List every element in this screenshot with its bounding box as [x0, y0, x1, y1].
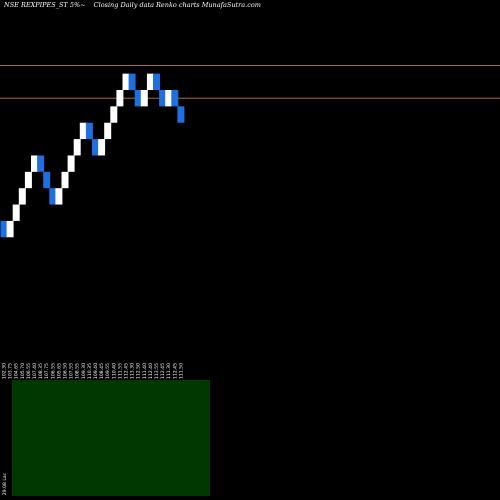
renko-brick [49, 188, 57, 205]
x-tick-label: 111.40 [142, 363, 148, 379]
x-tick-label: 105.65 [56, 363, 62, 379]
x-tick-label: 107.75 [44, 363, 50, 379]
x-tick-label: 104.65 [14, 363, 20, 379]
chart-header: NSE REXPIPES_ST 5%~ Closing Daily data R… [4, 1, 267, 9]
renko-brick [73, 139, 81, 156]
x-tick-label: 108.55 [75, 363, 81, 379]
renko-brick [92, 139, 99, 156]
x-tick-label: 112.50 [136, 363, 142, 379]
x-tick-label: 109.40 [93, 363, 99, 379]
renko-brick [79, 122, 87, 140]
renko-brick [128, 73, 136, 90]
renko-brick [85, 122, 93, 140]
x-tick-label: 106.55 [26, 363, 32, 379]
x-tick-label: 111.55 [117, 363, 123, 379]
renko-brick [134, 90, 142, 107]
renko-brick [110, 106, 118, 123]
renko-brick [12, 204, 20, 221]
renko-brick [153, 73, 160, 90]
volume-panel [12, 380, 210, 496]
x-tick-label: 106.50 [63, 363, 69, 379]
renko-brick [6, 220, 14, 238]
x-tick-label: 112.45 [124, 363, 130, 379]
x-tick-label: 111.30 [166, 363, 172, 379]
x-tick-label: 110.35 [87, 363, 93, 379]
x-tick-label: 113.30 [130, 363, 136, 379]
renko-brick [67, 155, 75, 172]
x-tick-label: 111.50 [178, 363, 184, 379]
renko-brick [0, 220, 8, 238]
renko-brick [37, 155, 45, 172]
renko-brick [104, 122, 112, 140]
renko-brick [98, 139, 106, 156]
renko-brick [43, 171, 51, 189]
renko-brick [116, 90, 124, 107]
x-tick-label: 108.45 [99, 363, 105, 379]
x-tick-label: 105.70 [20, 363, 26, 379]
x-tick-label: 106.55 [50, 363, 56, 379]
x-tick-label: 110.40 [111, 363, 117, 379]
renko-brick [171, 90, 179, 107]
renko-brick [140, 90, 148, 107]
x-tick-label: 112.40 [148, 363, 154, 379]
chart-description: Closing Daily data Renko charts MunafaSu… [93, 1, 261, 9]
x-tick-label: 108.35 [38, 363, 44, 379]
renko-brick [165, 90, 173, 107]
renko-brick [159, 90, 167, 107]
renko-brick [31, 155, 38, 172]
x-tick-label: 107.40 [32, 363, 38, 379]
renko-brick [122, 73, 130, 90]
volume-tick-label: 29.08 Lac [2, 472, 8, 495]
x-tick-label: 103.75 [8, 363, 14, 379]
x-tick-label: 109.55 [105, 363, 111, 379]
x-tick-label: 112.45 [172, 363, 178, 379]
renko-brick [177, 106, 185, 123]
renko-brick [146, 73, 154, 90]
renko-brick [55, 188, 63, 205]
x-tick-label: 112.45 [160, 363, 166, 379]
x-tick-label: 102.30 [2, 363, 8, 379]
x-tick-label: 113.55 [154, 363, 160, 379]
renko-brick [24, 171, 32, 189]
x-tick-label: 107.55 [69, 363, 75, 379]
symbol-label: NSE REXPIPES_ST 5%~ [4, 1, 86, 9]
x-tick-label: 109.30 [81, 363, 87, 379]
renko-brick [61, 171, 69, 189]
renko-brick [18, 188, 26, 205]
